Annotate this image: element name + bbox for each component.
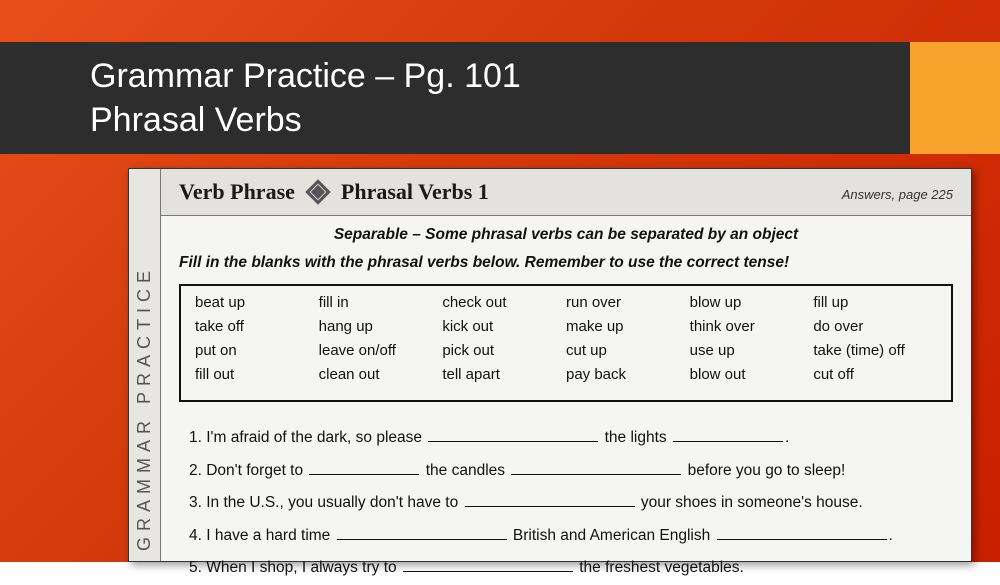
verb-item: take off	[195, 318, 319, 342]
verb-item: cut up	[566, 342, 690, 366]
worksheet-side-label: GRAMMAR PRACTICE	[129, 169, 161, 561]
question-text: I have a hard time	[206, 527, 334, 544]
verb-item: put on	[195, 342, 319, 366]
verb-item: take (time) off	[813, 342, 937, 366]
instruction-text: Fill in the blanks with the phrasal verb…	[179, 254, 953, 272]
fill-blank[interactable]	[403, 558, 573, 572]
verb-item: pay back	[566, 366, 690, 390]
question-text: the lights	[600, 429, 671, 446]
verb-item: blow out	[690, 366, 814, 390]
questions-list: 1. I'm afraid of the dark, so please the…	[179, 422, 953, 585]
worksheet-header: Verb Phrase Phrasal Verbs 1 Answers, pag…	[161, 169, 971, 216]
question-text: I'm afraid of the dark, so please	[206, 429, 426, 446]
fill-blank[interactable]	[428, 428, 598, 442]
decorative-diamond-icon	[305, 179, 330, 204]
question-number: 3.	[189, 494, 206, 511]
question-number: 4.	[189, 527, 206, 544]
question-line: 2. Don't forget to the candles before yo…	[189, 455, 953, 488]
fill-blank[interactable]	[309, 461, 419, 475]
verb-grid: beat upfill incheck outrun overblow upfi…	[195, 294, 937, 390]
fill-blank[interactable]	[673, 428, 783, 442]
accent-block	[910, 42, 1000, 154]
verb-item: think over	[690, 318, 814, 342]
verb-item: blow up	[690, 294, 814, 318]
fill-blank[interactable]	[337, 526, 507, 540]
answers-reference: Answers, page 225	[842, 187, 953, 202]
verb-item: fill up	[813, 294, 937, 318]
question-line: 3. In the U.S., you usually don't have t…	[189, 487, 953, 520]
verb-item: clean out	[319, 366, 443, 390]
fill-blank[interactable]	[465, 493, 635, 507]
side-label-text: GRAMMAR PRACTICE	[134, 265, 155, 551]
question-text: your shoes in someone's house.	[637, 494, 863, 511]
worksheet: GRAMMAR PRACTICE Verb Phrase Phrasal Ver…	[128, 168, 972, 562]
title-bar: Grammar Practice – Pg. 101 Phrasal Verbs	[0, 42, 1000, 154]
fill-blank[interactable]	[511, 461, 681, 475]
verb-item: check out	[442, 294, 566, 318]
worksheet-title-group: Verb Phrase Phrasal Verbs 1	[179, 179, 489, 205]
fill-blank[interactable]	[717, 526, 887, 540]
question-line: 4. I have a hard time British and Americ…	[189, 520, 953, 553]
question-text: British and American English	[509, 527, 715, 544]
question-text: Don't forget to	[206, 462, 307, 479]
separable-note: Separable – Some phrasal verbs can be se…	[179, 226, 953, 244]
question-text: the candles	[421, 462, 509, 479]
verb-item: use up	[690, 342, 814, 366]
verb-item: pick out	[442, 342, 566, 366]
verb-item: do over	[813, 318, 937, 342]
question-line: 1. I'm afraid of the dark, so please the…	[189, 422, 953, 455]
question-number: 1.	[189, 429, 206, 446]
verb-item: fill out	[195, 366, 319, 390]
verb-item: tell apart	[442, 366, 566, 390]
question-number: 2.	[189, 462, 206, 479]
slide-title: Grammar Practice – Pg. 101 Phrasal Verbs	[90, 54, 521, 142]
verb-item: run over	[566, 294, 690, 318]
question-text: In the U.S., you usually don't have to	[206, 494, 462, 511]
worksheet-subtitle: Phrasal Verbs 1	[341, 179, 489, 205]
question-text: .	[889, 527, 893, 544]
verb-item: hang up	[319, 318, 443, 342]
verb-item: fill in	[319, 294, 443, 318]
worksheet-body: Verb Phrase Phrasal Verbs 1 Answers, pag…	[161, 169, 971, 561]
question-line: 5. When I shop, I always try to the fres…	[189, 552, 953, 585]
verb-item: beat up	[195, 294, 319, 318]
verb-item: kick out	[442, 318, 566, 342]
verb-box: beat upfill incheck outrun overblow upfi…	[179, 284, 953, 402]
question-text: .	[785, 429, 789, 446]
verb-item: cut off	[813, 366, 937, 390]
verb-phrase-label: Verb Phrase	[179, 179, 295, 205]
question-text: before you go to sleep!	[683, 462, 845, 479]
verb-item: make up	[566, 318, 690, 342]
verb-item: leave on/off	[319, 342, 443, 366]
